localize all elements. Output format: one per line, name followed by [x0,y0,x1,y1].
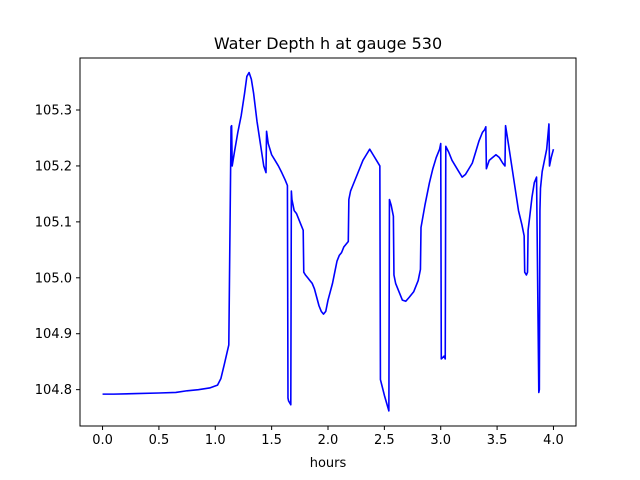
y-tick-label: 105.0 [35,271,72,286]
y-tick-label: 105.2 [35,159,72,174]
x-tick-label: 4.0 [543,433,564,448]
y-tick-label: 104.8 [35,383,72,398]
x-tick-label: 3.5 [487,433,508,448]
y-tick-label: 105.1 [35,215,72,230]
x-tick-label: 0.5 [149,433,170,448]
plot-area [102,71,555,412]
axes-frame [79,57,577,427]
y-axis: 104.8 104.9 105.0 105.1 105.2 105.3 [35,104,80,398]
y-tick-label: 104.9 [35,327,72,342]
x-tick-label: 1.0 [205,433,226,448]
y-tick-label: 105.3 [35,104,72,119]
x-axis-label: hours [310,456,347,471]
x-tick-label: 2.5 [374,433,395,448]
x-tick-label: 3.0 [430,433,451,448]
x-tick-label: 0.0 [92,433,113,448]
series-line-0 [102,71,555,412]
x-axis: 0.0 0.5 1.0 1.5 2.0 2.5 3.0 3.5 4.0 [92,426,564,448]
chart-title: Water Depth h at gauge 530 [214,34,442,53]
x-tick-label: 1.5 [261,433,282,448]
x-tick-label: 2.0 [318,433,339,448]
